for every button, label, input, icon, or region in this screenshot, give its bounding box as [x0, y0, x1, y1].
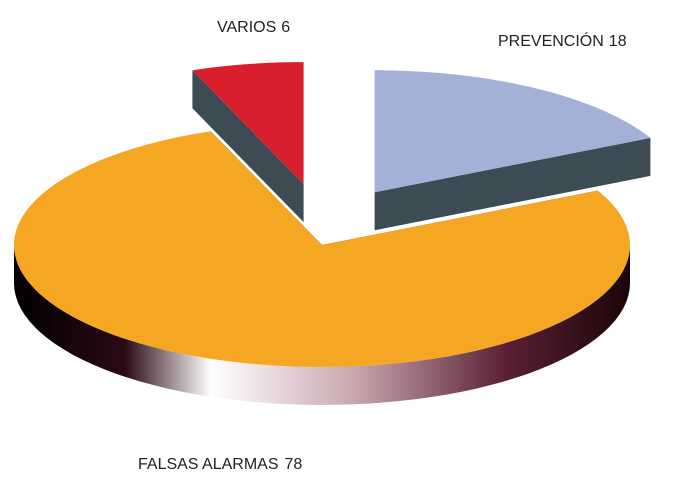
label-value: 78: [285, 456, 303, 473]
slice: [192, 62, 304, 185]
label-name: FALSAS ALARMAS: [138, 456, 279, 473]
slice: [14, 131, 630, 367]
label-name: VARIOS: [217, 19, 276, 36]
slice-label: PREVENCIÓN 18: [498, 31, 627, 50]
label-value: 18: [609, 33, 627, 50]
slice-side: [192, 70, 304, 223]
slice-label: FALSAS ALARMAS 78: [138, 456, 302, 473]
slice: [374, 70, 651, 193]
slice-side: [374, 137, 651, 231]
label-name: PREVENCIÓN: [498, 31, 604, 50]
label-value: 6: [281, 19, 290, 36]
slice-label: VARIOS 6: [217, 19, 290, 36]
slice-side: [14, 245, 630, 405]
